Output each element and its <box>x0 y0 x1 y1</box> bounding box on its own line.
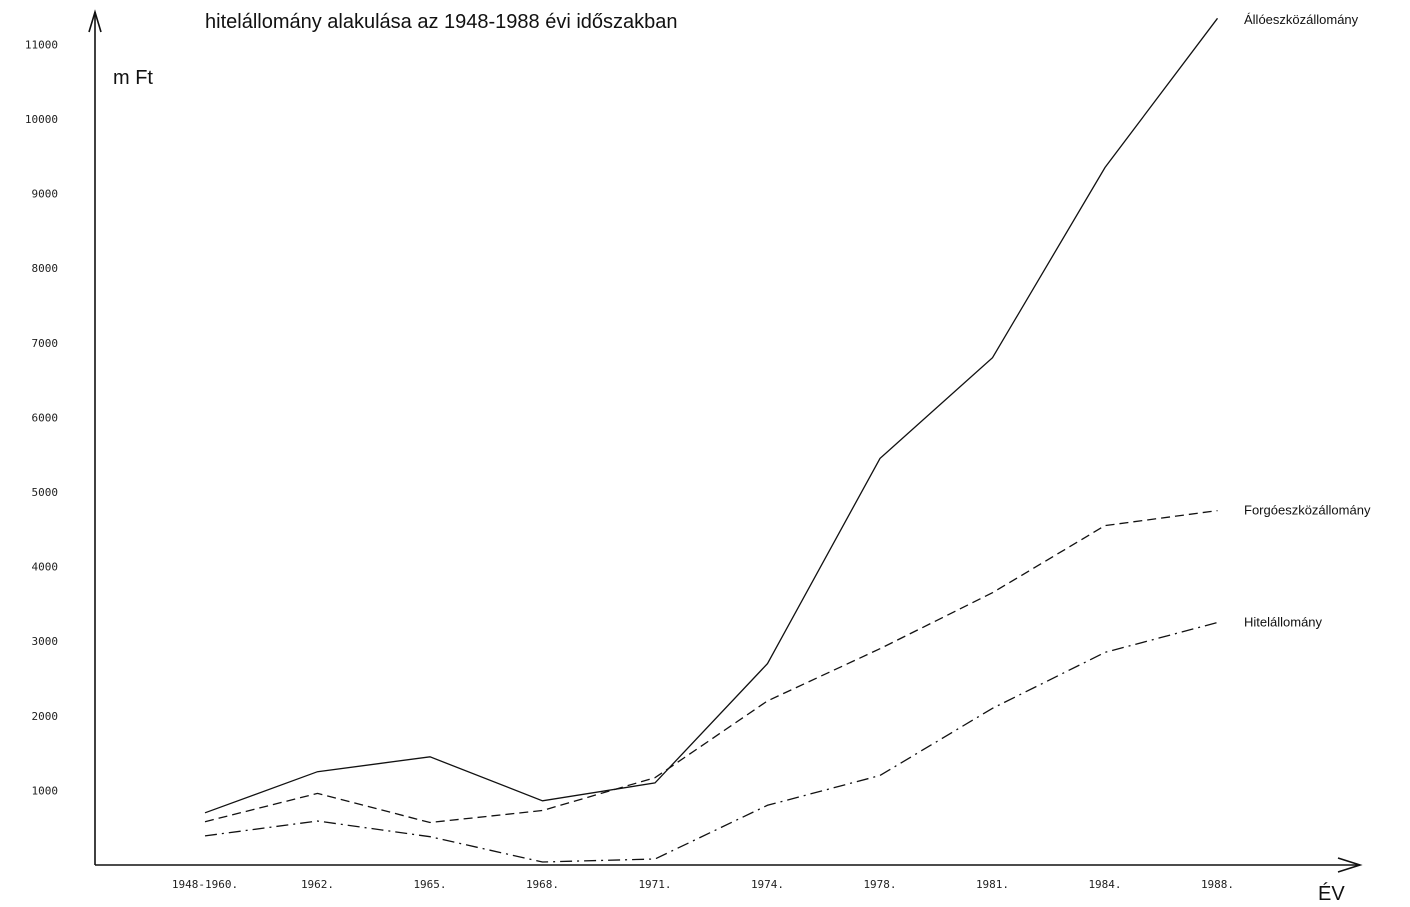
axes <box>88 9 1363 873</box>
series-label: Forgóeszközállomány <box>1244 503 1371 518</box>
x-tick-labels: 1948-1960. 1962. 1965. 1968. 1971. 1974. 1978.… <box>172 878 1234 891</box>
x-tick-label: 1948-1960. <box>172 878 238 891</box>
y-tick-label: 9000 <box>32 188 59 201</box>
x-tick-label: 1968. <box>526 878 559 891</box>
x-tick-label: 1971. <box>638 878 671 891</box>
y-tick-label: 6000 <box>32 411 59 424</box>
x-axis-label: ÉV <box>1318 882 1345 905</box>
series-line-2 <box>204 621 1218 863</box>
x-tick-label: 1978. <box>863 878 896 891</box>
y-tick-label: 11000 <box>25 38 58 51</box>
y-tick-label: 1000 <box>32 784 59 797</box>
y-tick-label: 7000 <box>32 337 59 350</box>
y-tick-label: 10000 <box>25 113 58 126</box>
series-label: Hitelállomány <box>1244 615 1323 630</box>
y-tick-labels: 1000 2000 3000 4000 5000 6000 7000 8000 9000 1000… <box>25 38 58 797</box>
y-tick-label: 5000 <box>32 486 59 499</box>
x-tick-label: 1981. <box>976 878 1009 891</box>
series-line-1 <box>204 509 1218 824</box>
x-tick-label: 1988. <box>1201 878 1234 891</box>
series-label: Állóeszközállomány <box>1244 12 1359 27</box>
x-tick-label: 1962. <box>301 878 334 891</box>
x-tick-label: 1974. <box>751 878 784 891</box>
x-tick-label: 1965. <box>413 878 446 891</box>
x-axis-arrow <box>1337 857 1363 873</box>
series-lines <box>204 17 1219 863</box>
chart-title: hitelállomány alakulása az 1948-1988 évi… <box>205 11 678 33</box>
series-labels: Állóeszközállomány Forgóeszközállomány Hit… <box>1244 12 1371 630</box>
y-tick-label: 4000 <box>32 561 59 574</box>
y-axis-arrow <box>88 9 102 33</box>
y-tick-label: 2000 <box>32 710 59 723</box>
series-line-0 <box>204 17 1219 814</box>
y-tick-label: 8000 <box>32 262 59 275</box>
y-tick-label: 3000 <box>32 635 59 648</box>
y-axis-unit-label: m Ft <box>113 67 153 89</box>
x-tick-label: 1984. <box>1088 878 1121 891</box>
